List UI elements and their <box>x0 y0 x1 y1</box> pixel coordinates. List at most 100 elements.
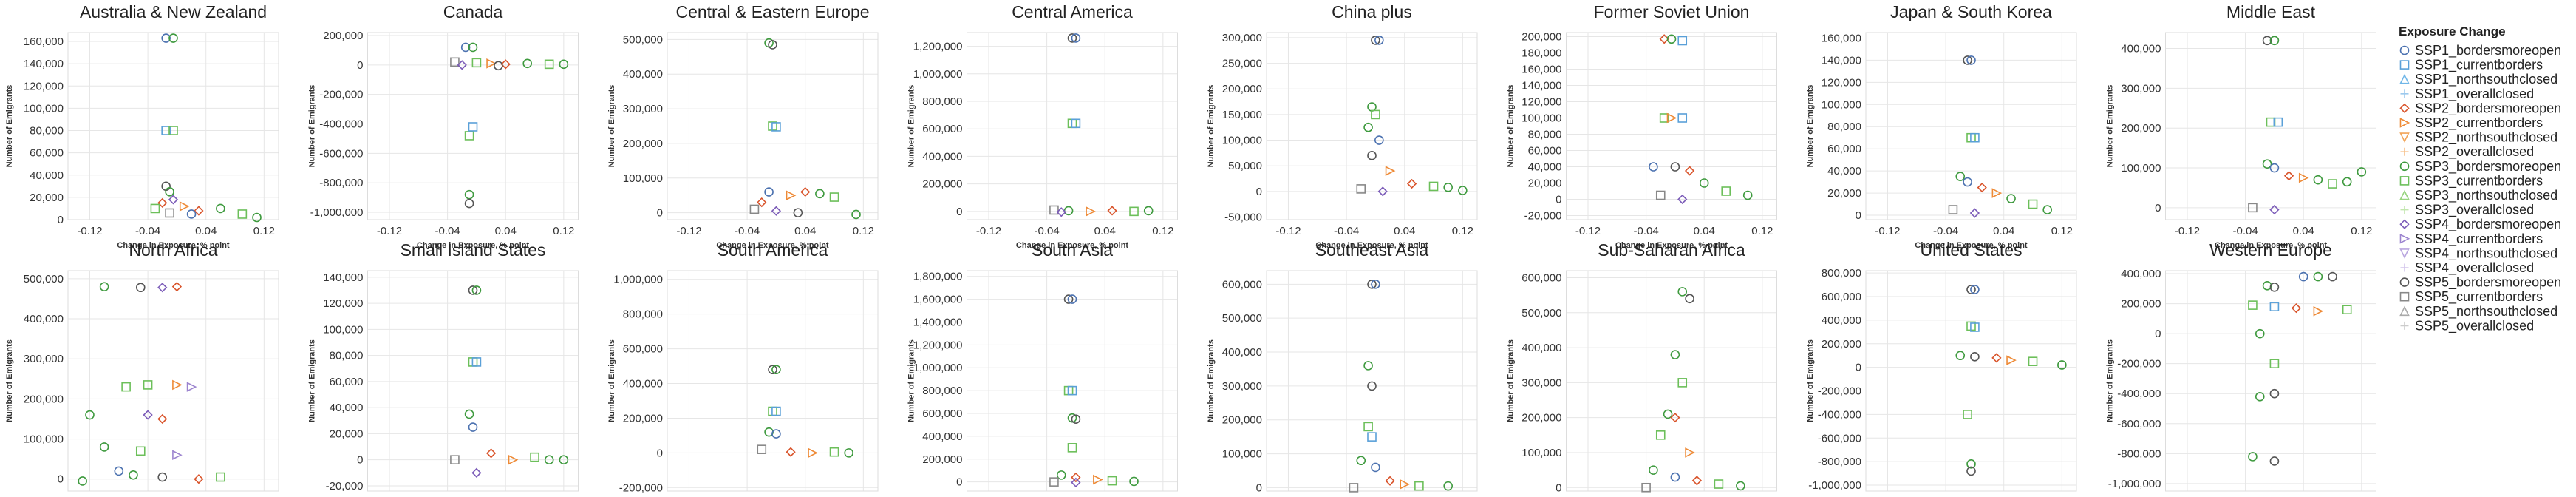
y-tick-label: 60,000 <box>1528 145 1562 158</box>
data-point <box>1948 205 1958 214</box>
panel-title: Japan & South Korea <box>1890 2 2052 21</box>
y-tick-label: 600,000 <box>1222 278 1262 291</box>
y-tick-label: 300,000 <box>1522 376 1561 389</box>
y-tick-label: 80,000 <box>1827 121 1861 133</box>
data-point <box>460 42 471 53</box>
y-tick-label: 40,000 <box>330 402 364 414</box>
x-tick-label: -0.12 <box>77 225 102 237</box>
data-point <box>172 450 183 461</box>
data-point <box>1966 285 1976 294</box>
y-tick-label: 300,000 <box>24 353 64 365</box>
y-tick-label: 40,000 <box>30 169 64 182</box>
x-tick-label: -0.04 <box>1035 225 1060 237</box>
legend-marker <box>2399 248 2410 259</box>
data-point <box>1371 36 1380 45</box>
data-point <box>135 283 146 293</box>
data-point <box>1655 190 1666 200</box>
y-tick-label: 400,000 <box>24 313 64 325</box>
data-point <box>1363 422 1373 432</box>
data-point <box>1086 206 1096 217</box>
x-tick-label: 0.04 <box>495 225 517 237</box>
y-axis-label: Number of Emigrants <box>607 339 616 422</box>
panel-south-america: South America -200,000 0 200,000 400,000 600,… <box>607 240 879 497</box>
y-tick-label: 120,000 <box>1522 96 1561 109</box>
y-tick-label: 1,800,000 <box>913 271 963 283</box>
data-point <box>1685 294 1694 304</box>
legend-marker <box>2400 147 2409 156</box>
plot-frame <box>1266 270 1478 492</box>
data-point <box>764 187 774 197</box>
panel-title: North Africa <box>129 240 217 260</box>
x-axis-label: Change in Exposure, % point <box>1915 241 2028 250</box>
data-point <box>1714 479 1724 489</box>
legend-item: SSP2_northsouthclosed <box>2415 130 2558 146</box>
data-point <box>2266 117 2276 127</box>
data-point <box>1067 443 1077 453</box>
data-point <box>1966 466 1976 476</box>
data-point <box>1955 351 1966 361</box>
plot-frame <box>967 32 1178 220</box>
data-point <box>2269 456 2280 466</box>
data-point <box>1955 172 1966 181</box>
data-point <box>2028 356 2038 367</box>
data-point <box>1670 350 1680 359</box>
data-point <box>216 203 225 214</box>
data-point <box>829 447 839 457</box>
y-tick-label: 160,000 <box>1522 64 1561 76</box>
y-tick-label: 400,000 <box>1822 314 1861 327</box>
y-tick-label: 20,000 <box>1827 187 1861 200</box>
data-point <box>2313 305 2324 317</box>
x-axis-label: Change in Exposure, % point <box>1016 241 1129 250</box>
y-tick-label: 40,000 <box>1528 161 1562 174</box>
y-axis-label: Number of Emigrants <box>1806 85 1815 168</box>
y-tick-label: 0 <box>1256 186 1262 198</box>
data-point <box>1056 470 1066 480</box>
data-point <box>1670 162 1680 172</box>
data-point <box>1093 474 1103 485</box>
x-tick-label: 0.04 <box>1993 225 2014 237</box>
y-axis-label: Number of Emigrants <box>1806 339 1815 422</box>
y-tick-label: 400,000 <box>922 430 962 443</box>
plot-frame <box>1865 270 2077 492</box>
data-point <box>1991 353 2002 363</box>
data-point <box>1385 476 1395 486</box>
legend-item: SSP2_bordersmoreopen <box>2415 101 2561 116</box>
panel-china-plus: China plus -50,000 0 50,000 100,000 150,000 20… <box>1207 2 1478 250</box>
y-tick-label: -400,000 <box>2117 388 2161 400</box>
y-tick-label: 100,000 <box>1522 112 1561 125</box>
y-tick-label: 200,000 <box>623 138 663 150</box>
data-point <box>2269 388 2280 399</box>
data-point <box>1367 432 1377 442</box>
data-point <box>757 444 767 454</box>
y-tick-label: 1,000,000 <box>913 362 963 374</box>
legend-marker <box>2399 118 2410 128</box>
data-point <box>2255 328 2265 339</box>
legend-marker <box>2399 73 2410 84</box>
data-point <box>771 122 781 132</box>
data-point <box>1963 177 1972 187</box>
panel-title: Australia & New Zealand <box>80 2 267 21</box>
data-point <box>1406 178 1417 189</box>
y-tick-label: 0 <box>1856 362 1861 374</box>
data-point <box>1371 462 1380 473</box>
data-point <box>143 410 153 420</box>
data-point <box>1107 476 1117 486</box>
data-point <box>1071 414 1081 425</box>
data-point <box>457 60 467 70</box>
y-tick-label: 100,000 <box>1522 447 1561 459</box>
data-point <box>808 447 818 459</box>
data-point <box>1666 112 1677 124</box>
data-point <box>1349 483 1359 493</box>
plot-frame <box>1266 32 1478 220</box>
data-point <box>2028 199 2038 209</box>
data-point <box>1067 33 1077 43</box>
x-tick-label: -0.12 <box>2175 225 2200 237</box>
legend-marker <box>2399 305 2410 317</box>
data-point <box>2269 204 2280 215</box>
data-point <box>165 208 174 218</box>
y-tick-label: 400,000 <box>1222 346 1262 359</box>
legend-item: SSP5_overallclosed <box>2415 318 2534 334</box>
data-point <box>486 58 497 69</box>
data-point <box>1056 207 1066 217</box>
y-tick-label: 600,000 <box>623 343 663 356</box>
